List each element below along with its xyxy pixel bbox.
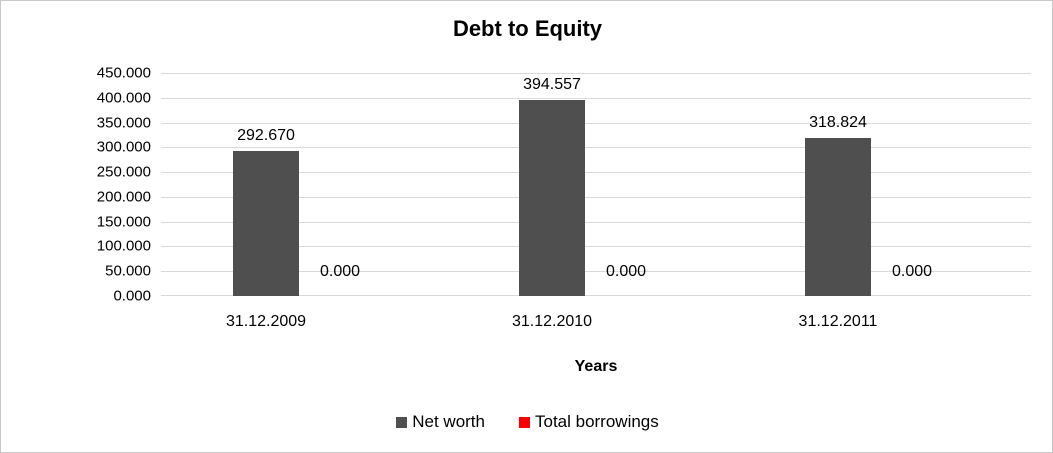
y-axis-tick-labels: 450.000 400.000 350.000 300.000 250.000 … — [46, 66, 151, 304]
gridline — [161, 147, 1031, 149]
gridline — [161, 221, 1031, 223]
gridline — [161, 246, 1031, 248]
x-tick-label: 31.12.2011 — [798, 313, 878, 330]
legend-label: Total borrowings — [534, 412, 659, 431]
plot-area: 292.670 0.000 394.557 0.000 318.824 0.00… — [161, 73, 1031, 296]
data-label-net-worth: 394.557 — [523, 76, 581, 94]
gridline — [161, 73, 1031, 74]
legend-label: Net worth — [412, 412, 485, 431]
x-axis-line — [161, 295, 1031, 296]
x-tick-label: 31.12.2009 — [225, 313, 307, 330]
legend-swatch-icon — [518, 416, 530, 428]
chart-title: Debt to Equity — [452, 16, 603, 41]
gridline — [161, 172, 1031, 174]
y-tick-label: 300.000 — [96, 138, 151, 156]
gridline — [161, 271, 1031, 273]
y-tick-label: 450.000 — [96, 64, 151, 82]
gridline — [161, 196, 1031, 198]
x-tick-label: 31.12.2010 — [511, 313, 593, 330]
gridline — [161, 97, 1031, 99]
data-label-total-borrowings: 0.000 — [605, 263, 647, 280]
legend-item-net-worth[interactable]: Net worth — [396, 412, 485, 432]
x-axis-tick-labels: 31.12.2009 31.12.2010 31.12.2011 — [161, 313, 1031, 337]
y-tick-label: 0.000 — [113, 287, 151, 305]
chart-legend: Net worth Total borrowings — [1, 412, 1052, 432]
y-tick-label: 400.000 — [96, 89, 151, 107]
y-tick-label: 250.000 — [96, 163, 151, 181]
data-label-net-worth: 292.670 — [237, 126, 295, 144]
legend-item-total-borrowings[interactable]: Total borrowings — [518, 412, 659, 432]
y-tick-label: 50.000 — [105, 262, 151, 280]
y-tick-label: 200.000 — [96, 188, 151, 206]
y-tick-label: 100.000 — [96, 237, 151, 255]
data-label-total-borrowings: 0.000 — [319, 263, 361, 280]
legend-swatch-icon — [396, 416, 408, 428]
gridline — [161, 122, 1031, 124]
data-label-total-borrowings: 0.000 — [891, 263, 933, 280]
bar-net-worth[interactable] — [519, 100, 585, 296]
bar-net-worth[interactable] — [805, 138, 871, 296]
y-tick-label: 150.000 — [96, 213, 151, 231]
data-label-net-worth: 318.824 — [809, 114, 867, 131]
x-axis-title: Years — [574, 358, 618, 375]
y-tick-label: 350.000 — [96, 114, 151, 132]
bar-net-worth[interactable] — [233, 150, 299, 296]
